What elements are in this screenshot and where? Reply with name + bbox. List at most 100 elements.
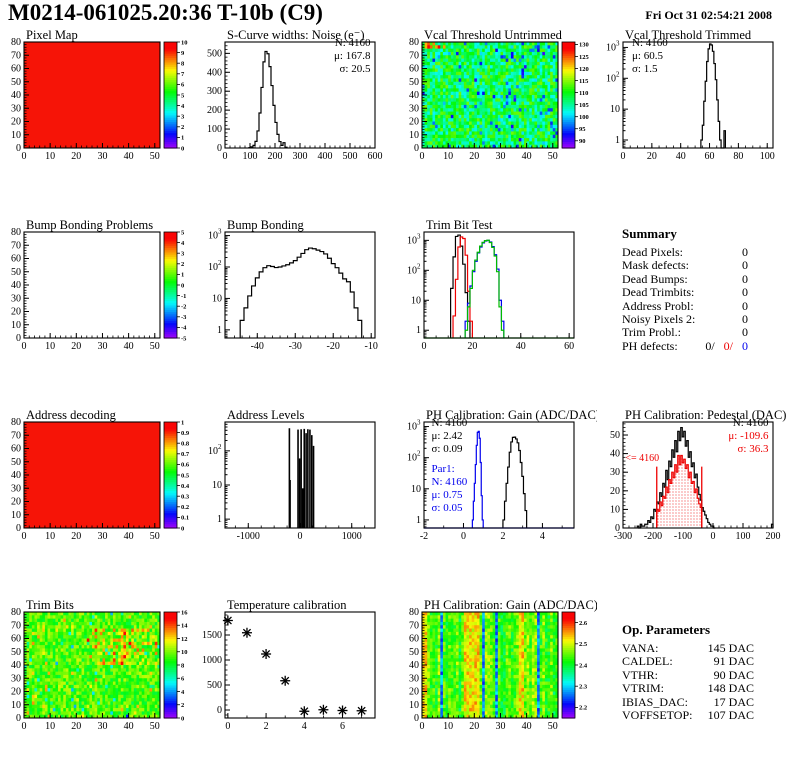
row-value-part: 0 xyxy=(742,312,748,326)
svg-text:μ: 60.5: μ: 60.5 xyxy=(632,50,663,62)
row-value: 91 DAC xyxy=(714,655,754,668)
svg-text:0.6: 0.6 xyxy=(181,462,190,469)
svg-text:6: 6 xyxy=(340,721,345,732)
summary-title: Summary xyxy=(622,226,748,242)
panel-row: VOFFSETOP:107 DAC xyxy=(622,709,754,722)
svg-text:10: 10 xyxy=(181,649,188,656)
svg-text:30: 30 xyxy=(11,293,21,304)
svg-text:80: 80 xyxy=(11,417,21,428)
svg-text:4: 4 xyxy=(181,689,185,696)
panel-row: Address Probl: 0 xyxy=(622,300,748,313)
svg-text:10: 10 xyxy=(443,151,453,162)
svg-text:-4: -4 xyxy=(181,325,187,332)
svg-text:S-Curve widths: Noise (e⁻): S-Curve widths: Noise (e⁻) xyxy=(227,30,364,42)
row-value: 0/0/0 xyxy=(705,340,748,353)
svg-text:0.1: 0.1 xyxy=(181,515,189,522)
op-parameters-title: Op. Parameters xyxy=(622,622,754,638)
svg-text:10: 10 xyxy=(181,39,188,46)
svg-text:1000: 1000 xyxy=(202,655,222,666)
svg-text:30: 30 xyxy=(11,673,21,684)
row-value: 0 xyxy=(742,300,748,313)
svg-text:3: 3 xyxy=(218,228,222,236)
panel-row: Trim Probl.:0 xyxy=(622,326,748,339)
row-value: 0 xyxy=(742,326,748,339)
row-value-part: 0 xyxy=(742,272,748,286)
svg-text:0: 0 xyxy=(16,143,21,154)
svg-text:500: 500 xyxy=(207,48,222,59)
svg-text:2: 2 xyxy=(218,259,222,267)
svg-text:0: 0 xyxy=(711,531,716,542)
row-label: Address Probl: xyxy=(622,300,694,313)
svg-text:600: 600 xyxy=(368,151,383,162)
svg-text:2: 2 xyxy=(417,262,421,270)
svg-text:20: 20 xyxy=(469,151,479,162)
svg-text:70: 70 xyxy=(11,240,21,251)
svg-text:4: 4 xyxy=(540,531,545,542)
row-label: CALDEL: xyxy=(622,655,673,668)
svg-text:0: 0 xyxy=(22,341,27,352)
svg-text:40: 40 xyxy=(516,341,526,352)
svg-text:Vcal Threshold Untrimmed: Vcal Threshold Untrimmed xyxy=(424,30,563,42)
row-label: IBIAS_DAC: xyxy=(622,696,688,709)
svg-text:100: 100 xyxy=(760,151,775,162)
svg-text:0.3: 0.3 xyxy=(181,494,190,501)
svg-text:2: 2 xyxy=(218,443,222,451)
svg-text:10: 10 xyxy=(45,341,55,352)
svg-text:10: 10 xyxy=(411,484,421,495)
panel-row: CALDEL: 91 DAC xyxy=(622,655,754,668)
svg-text:50: 50 xyxy=(610,430,620,441)
svg-text:10: 10 xyxy=(407,422,417,433)
svg-text:0: 0 xyxy=(217,143,222,154)
svg-text:2: 2 xyxy=(417,450,421,458)
svg-text:70: 70 xyxy=(11,430,21,441)
svg-text:3: 3 xyxy=(181,251,185,258)
svg-text:Address Levels: Address Levels xyxy=(227,410,305,422)
svg-text:1: 1 xyxy=(181,419,184,426)
svg-text:10: 10 xyxy=(11,510,21,521)
svg-text:3: 3 xyxy=(417,232,421,240)
svg-text:-1: -1 xyxy=(181,293,186,300)
row-value-part: 90 DAC xyxy=(714,668,754,682)
svg-text:1: 1 xyxy=(416,515,421,526)
svg-text:40: 40 xyxy=(11,470,21,481)
svg-text:4: 4 xyxy=(181,103,185,110)
svg-text:80: 80 xyxy=(733,151,743,162)
svg-text:<= 4160: <= 4160 xyxy=(625,453,659,464)
panel-row: Noisy Pixels 2:0 xyxy=(622,313,748,326)
svg-text:40: 40 xyxy=(11,90,21,101)
svg-text:0: 0 xyxy=(181,525,184,532)
svg-text:50: 50 xyxy=(11,267,21,278)
row-label: Dead Bumps: xyxy=(622,273,688,286)
svg-text:-2: -2 xyxy=(181,304,186,311)
svg-text:10: 10 xyxy=(208,262,218,273)
svg-text:-100: -100 xyxy=(674,531,692,542)
svg-text:100: 100 xyxy=(736,531,751,542)
svg-text:20: 20 xyxy=(71,531,81,542)
svg-text:μ: 0.75: μ: 0.75 xyxy=(432,489,463,501)
svg-text:1: 1 xyxy=(181,135,184,142)
svg-text:30: 30 xyxy=(97,721,107,732)
svg-text:0: 0 xyxy=(16,713,21,724)
svg-text:70: 70 xyxy=(11,620,21,631)
svg-text:0: 0 xyxy=(414,143,419,154)
svg-text:40: 40 xyxy=(11,280,21,291)
svg-text:70: 70 xyxy=(409,50,419,61)
svg-text:0: 0 xyxy=(16,333,21,344)
svg-text:0: 0 xyxy=(217,705,222,716)
svg-text:0: 0 xyxy=(22,721,27,732)
svg-text:95: 95 xyxy=(579,126,586,133)
svg-text:-2: -2 xyxy=(420,531,428,542)
svg-text:Pixel Map: Pixel Map xyxy=(26,30,78,42)
svg-text:10: 10 xyxy=(610,504,620,515)
page-title: M0214-061025.20:36 T-10b (C9) xyxy=(8,0,323,26)
svg-text:10: 10 xyxy=(45,151,55,162)
